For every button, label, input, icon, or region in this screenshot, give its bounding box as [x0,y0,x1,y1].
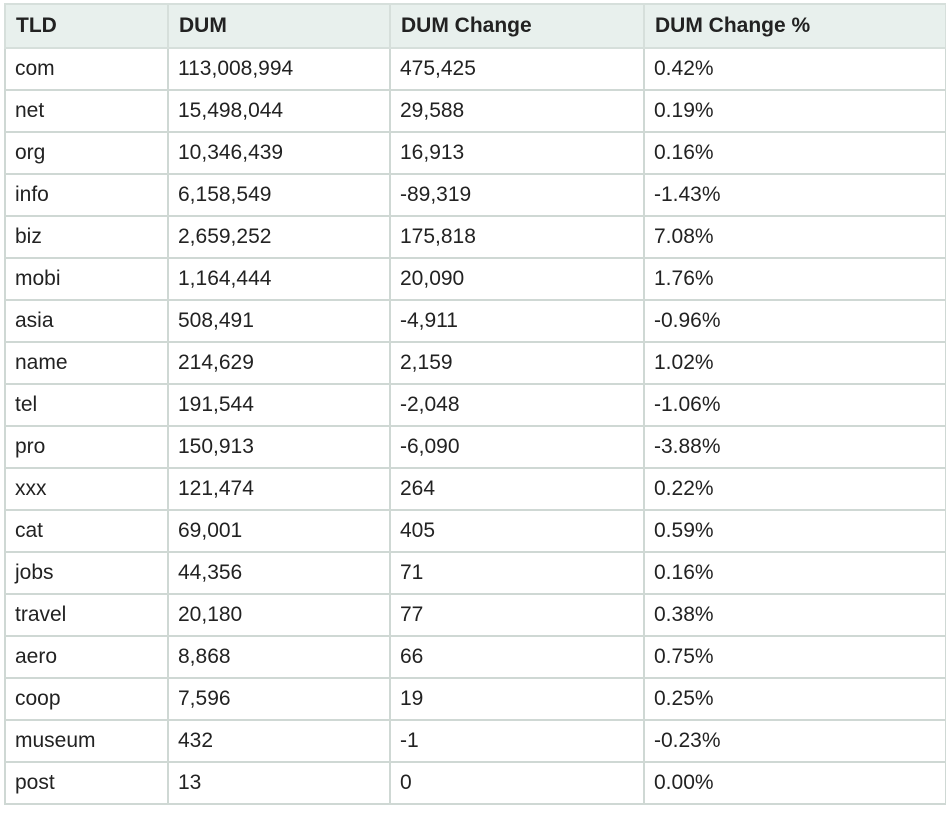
cell-dum-change: 475,425 [389,47,645,91]
cell-dum-change-percent: -0.96% [643,299,946,343]
cell-tld: cat [4,509,169,553]
cell-tld: info [4,173,169,217]
cell-dum: 20,180 [167,593,391,637]
table-row: asia 508,491 -4,911 -0.96% [4,299,946,343]
table-row: jobs 44,356 71 0.16% [4,551,946,595]
cell-dum-change-percent: 0.00% [643,761,946,805]
cell-dum: 150,913 [167,425,391,469]
table-row: pro 150,913 -6,090 -3.88% [4,425,946,469]
cell-dum: 121,474 [167,467,391,511]
cell-tld: com [4,47,169,91]
cell-dum-change: 175,818 [389,215,645,259]
cell-tld: net [4,89,169,133]
cell-dum-change-percent: 0.16% [643,551,946,595]
table-body: com 113,008,994 475,425 0.42% net 15,498,044 2… [4,47,946,805]
cell-dum-change-percent: -1.43% [643,173,946,217]
cell-dum-change-percent: 0.42% [643,47,946,91]
cell-dum-change: 66 [389,635,645,679]
cell-tld: xxx [4,467,169,511]
tld-table: TLD DUM DUM Change DUM Change % com 113,0… [4,3,946,805]
cell-dum-change-percent: 0.38% [643,593,946,637]
table-row: xxx 121,474 264 0.22% [4,467,946,511]
cell-tld: coop [4,677,169,721]
cell-dum: 7,596 [167,677,391,721]
cell-dum-change-percent: -3.88% [643,425,946,469]
table-row: museum 432 -1 -0.23% [4,719,946,763]
table-row: info 6,158,549 -89,319 -1.43% [4,173,946,217]
table-row: tel 191,544 -2,048 -1.06% [4,383,946,427]
cell-dum: 432 [167,719,391,763]
table-row: coop 7,596 19 0.25% [4,677,946,721]
cell-tld: asia [4,299,169,343]
cell-dum-change: 264 [389,467,645,511]
table-row: org 10,346,439 16,913 0.16% [4,131,946,175]
cell-dum-change-percent: 0.75% [643,635,946,679]
cell-dum-change: 77 [389,593,645,637]
cell-dum: 15,498,044 [167,89,391,133]
table-row: post 13 0 0.00% [4,761,946,805]
cell-dum-change-percent: -0.23% [643,719,946,763]
cell-dum: 214,629 [167,341,391,385]
cell-dum-change-percent: 0.22% [643,467,946,511]
cell-tld: mobi [4,257,169,301]
cell-dum: 1,164,444 [167,257,391,301]
cell-dum-change: 19 [389,677,645,721]
header-row: TLD DUM DUM Change DUM Change % [4,3,946,49]
cell-tld: tel [4,383,169,427]
cell-dum-change: -1 [389,719,645,763]
cell-dum-change: 2,159 [389,341,645,385]
cell-tld: name [4,341,169,385]
cell-dum-change: 71 [389,551,645,595]
cell-dum-change: 20,090 [389,257,645,301]
cell-dum-change-percent: 0.19% [643,89,946,133]
cell-dum-change: 405 [389,509,645,553]
cell-dum-change-percent: -1.06% [643,383,946,427]
cell-dum: 113,008,994 [167,47,391,91]
cell-dum: 44,356 [167,551,391,595]
cell-dum-change: -4,911 [389,299,645,343]
cell-dum: 2,659,252 [167,215,391,259]
cell-dum-change-percent: 1.76% [643,257,946,301]
table-row: name 214,629 2,159 1.02% [4,341,946,385]
cell-tld: biz [4,215,169,259]
table-row: biz 2,659,252 175,818 7.08% [4,215,946,259]
cell-tld: jobs [4,551,169,595]
header-dum-change: DUM Change [389,3,645,49]
cell-dum: 6,158,549 [167,173,391,217]
table-row: com 113,008,994 475,425 0.42% [4,47,946,91]
cell-dum: 13 [167,761,391,805]
cell-dum: 191,544 [167,383,391,427]
table-row: net 15,498,044 29,588 0.19% [4,89,946,133]
cell-dum-change-percent: 0.25% [643,677,946,721]
cell-dum: 69,001 [167,509,391,553]
cell-dum-change-percent: 1.02% [643,341,946,385]
table-row: cat 69,001 405 0.59% [4,509,946,553]
cell-dum: 8,868 [167,635,391,679]
cell-dum: 10,346,439 [167,131,391,175]
cell-dum-change: 29,588 [389,89,645,133]
table-row: travel 20,180 77 0.38% [4,593,946,637]
cell-dum-change-percent: 7.08% [643,215,946,259]
cell-tld: pro [4,425,169,469]
header-dum-change-percent: DUM Change % [643,3,946,49]
table-header: TLD DUM DUM Change DUM Change % [4,3,946,49]
cell-dum-change-percent: 0.59% [643,509,946,553]
header-tld: TLD [4,3,169,49]
table-row: aero 8,868 66 0.75% [4,635,946,679]
cell-tld: post [4,761,169,805]
cell-dum-change: -89,319 [389,173,645,217]
cell-dum-change: -2,048 [389,383,645,427]
cell-tld: travel [4,593,169,637]
cell-tld: aero [4,635,169,679]
cell-dum-change: 0 [389,761,645,805]
header-dum: DUM [167,3,391,49]
cell-dum-change: 16,913 [389,131,645,175]
cell-tld: org [4,131,169,175]
table-row: mobi 1,164,444 20,090 1.76% [4,257,946,301]
cell-dum: 508,491 [167,299,391,343]
cell-dum-change: -6,090 [389,425,645,469]
cell-tld: museum [4,719,169,763]
cell-dum-change-percent: 0.16% [643,131,946,175]
